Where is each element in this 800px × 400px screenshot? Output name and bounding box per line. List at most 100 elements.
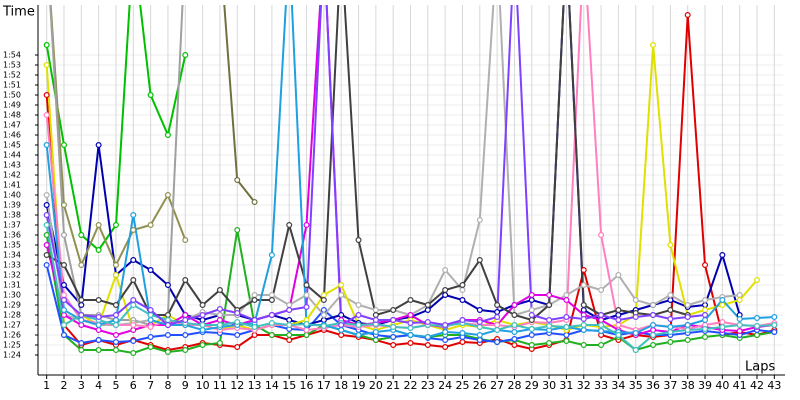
point-marker [632,347,639,354]
point-marker [459,287,466,294]
point-marker [234,319,241,326]
point-marker [511,302,518,309]
point-marker [320,307,327,314]
point-marker [563,338,570,345]
point-marker [130,297,137,304]
point-marker [182,312,189,319]
point-marker [112,222,119,229]
point-marker [650,342,657,349]
x-tick-label: 6 [130,379,137,392]
point-marker [182,317,189,324]
point-marker [407,325,414,332]
point-marker [147,91,154,98]
point-marker [130,277,137,284]
point-marker [546,292,553,299]
point-marker [476,307,483,314]
point-marker [667,242,674,249]
point-marker [580,307,587,314]
point-marker [598,312,605,319]
point-marker [78,262,85,269]
point-marker [580,302,587,309]
point-marker [130,322,137,329]
point-marker [390,307,397,314]
point-marker [424,302,431,309]
y-tick-label: 1:31 [3,281,21,290]
x-tick-label: 24 [438,379,452,392]
point-marker [60,232,67,239]
y-tick-label: 1:44 [3,151,21,160]
point-marker [338,292,345,299]
point-marker [771,322,778,329]
y-tick-label: 1:34 [3,251,21,260]
point-marker [43,61,50,68]
point-marker [130,350,137,357]
point-marker [459,339,466,346]
point-marker [164,317,171,324]
point-marker [528,317,535,324]
y-tick-label: 1:36 [3,231,21,240]
point-marker [390,324,397,331]
point-marker [78,340,85,347]
x-tick-label: 20 [369,379,383,392]
x-tick-label: 21 [386,379,400,392]
point-marker [234,344,241,351]
x-tick-label: 37 [663,379,677,392]
point-marker [60,332,67,339]
point-marker [407,297,414,304]
point-marker [303,327,310,334]
y-tick-label: 1:52 [3,71,21,80]
point-marker [736,316,743,323]
point-marker [303,282,310,289]
point-marker [216,312,223,319]
x-tick-label: 7 [147,379,154,392]
point-marker [528,312,535,319]
point-marker [43,232,50,239]
point-marker [494,314,501,321]
point-marker [199,322,206,329]
x-tick-label: 10 [196,379,210,392]
point-marker [43,202,50,209]
point-marker [528,342,535,349]
y-tick-label: 1:35 [3,241,21,250]
point-marker [268,297,275,304]
point-marker [563,297,570,304]
point-marker [320,323,327,330]
point-marker [528,332,535,339]
point-marker [598,328,605,335]
point-marker [78,317,85,324]
point-marker [684,327,691,334]
point-marker [303,321,310,328]
x-tick-label: 18 [334,379,348,392]
point-marker [754,277,761,284]
point-marker [182,277,189,284]
point-marker [754,332,761,339]
point-marker [563,314,570,321]
y-tick-label: 1:40 [3,191,21,200]
point-marker [303,292,310,299]
point-marker [130,338,137,345]
x-tick-label: 40 [715,379,729,392]
point-marker [251,292,258,299]
point-marker [511,322,518,329]
point-marker [684,314,691,321]
x-tick-label: 16 [300,379,314,392]
point-marker [182,332,189,339]
point-marker [390,334,397,341]
point-marker [580,327,587,334]
point-marker [702,297,709,304]
point-marker [147,307,154,314]
point-marker [286,307,293,314]
point-marker [719,324,726,331]
point-marker [476,319,483,326]
point-marker [702,326,709,333]
point-marker [580,342,587,349]
point-marker [286,302,293,309]
point-marker [702,312,709,319]
point-marker [164,192,171,199]
point-marker [372,337,379,344]
x-tick-label: 32 [577,379,591,392]
point-marker [268,292,275,299]
point-marker [78,297,85,304]
point-marker [286,337,293,344]
y-tick-label: 1:37 [3,221,21,230]
